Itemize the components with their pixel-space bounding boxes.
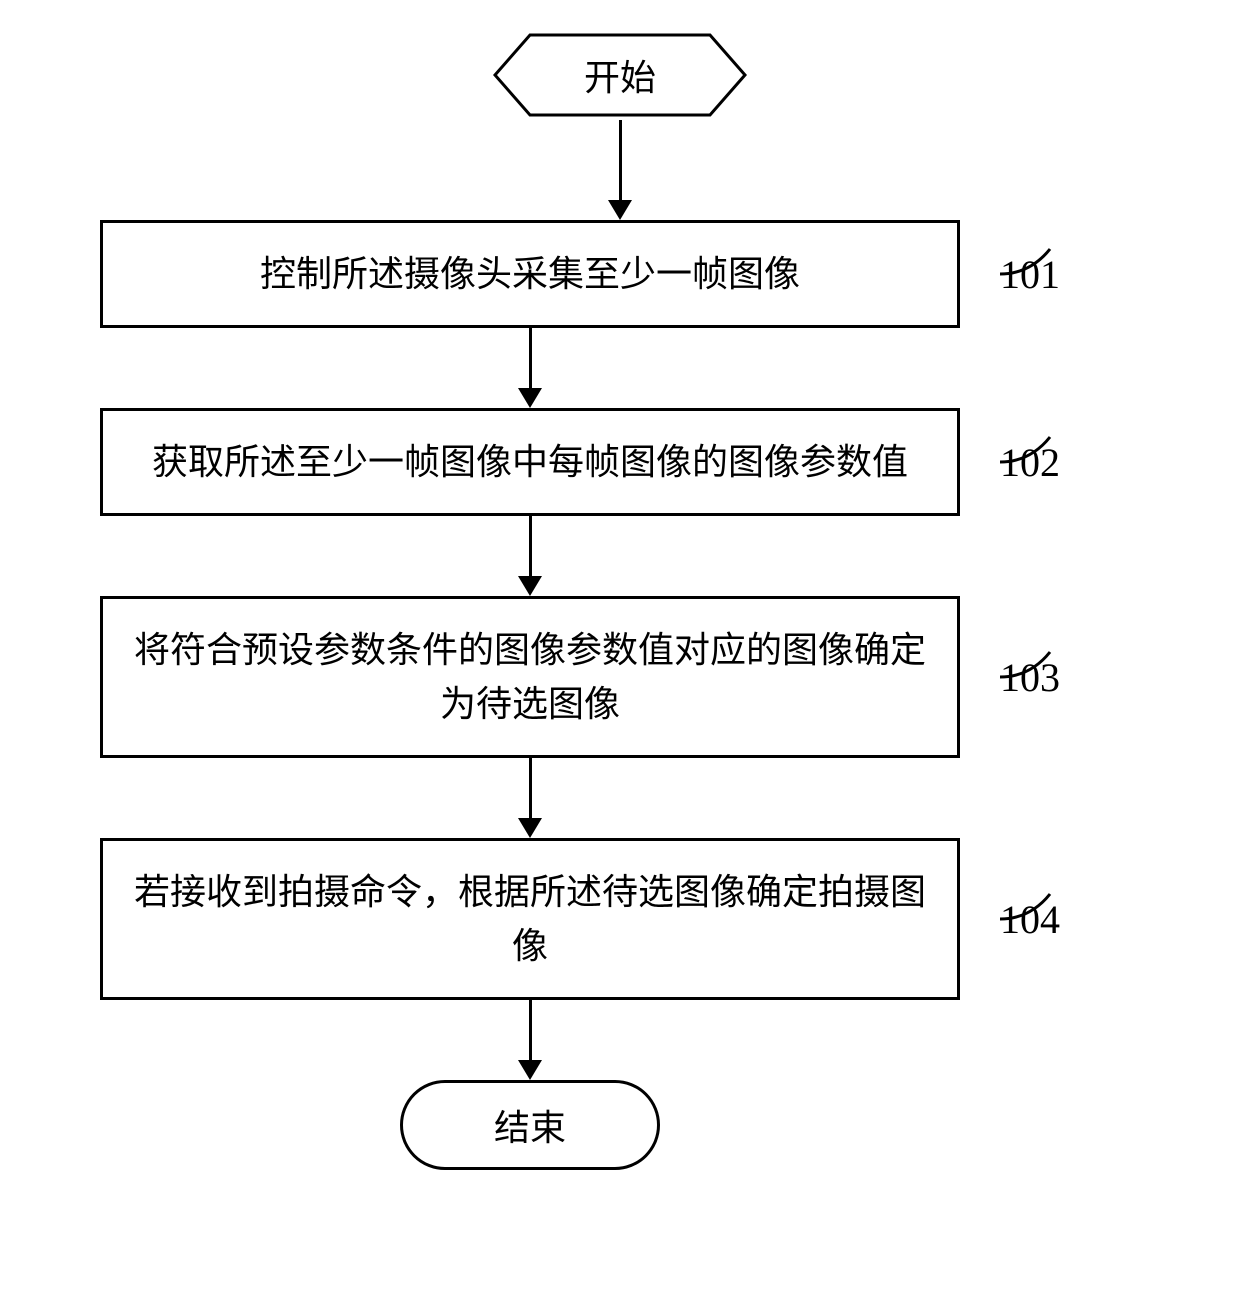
arrow-connector: [608, 120, 632, 220]
start-terminator: 开始: [490, 30, 750, 120]
arrow-line: [529, 758, 532, 818]
arrow-connector: [518, 516, 542, 596]
arrow-line: [619, 120, 622, 200]
end-terminator: 结束: [400, 1080, 660, 1170]
arrow-head-icon: [518, 1060, 542, 1080]
arrow-head-icon: [608, 200, 632, 220]
process-row: 若接收到拍摄命令，根据所述待选图像确定拍摄图像 104: [60, 838, 1180, 1000]
process-box-101: 控制所述摄像头采集至少一帧图像: [100, 220, 960, 328]
leader-line: [1000, 647, 1070, 707]
leader-line: [1000, 244, 1070, 304]
arrow-connector: [518, 758, 542, 838]
leader-line: [1000, 889, 1070, 949]
flowchart-container: 开始 控制所述摄像头采集至少一帧图像 101 获取所述至少一帧图像中每帧图像的图…: [60, 30, 1180, 1170]
arrow-line: [529, 1000, 532, 1060]
process-row: 控制所述摄像头采集至少一帧图像 101: [60, 220, 1180, 328]
process-box-104: 若接收到拍摄命令，根据所述待选图像确定拍摄图像: [100, 838, 960, 1000]
process-box-103: 将符合预设参数条件的图像参数值对应的图像确定为待选图像: [100, 596, 960, 758]
arrow-head-icon: [518, 818, 542, 838]
arrow-head-icon: [518, 576, 542, 596]
arrow-head-icon: [518, 388, 542, 408]
arrow-connector: [518, 1000, 542, 1080]
start-label: 开始: [584, 49, 656, 101]
end-label: 结束: [494, 1099, 566, 1151]
process-row: 获取所述至少一帧图像中每帧图像的图像参数值 102: [60, 408, 1180, 516]
leader-line: [1000, 432, 1070, 492]
arrow-line: [529, 328, 532, 388]
arrow-line: [529, 516, 532, 576]
arrow-connector: [518, 328, 542, 408]
process-row: 将符合预设参数条件的图像参数值对应的图像确定为待选图像 103: [60, 596, 1180, 758]
process-box-102: 获取所述至少一帧图像中每帧图像的图像参数值: [100, 408, 960, 516]
